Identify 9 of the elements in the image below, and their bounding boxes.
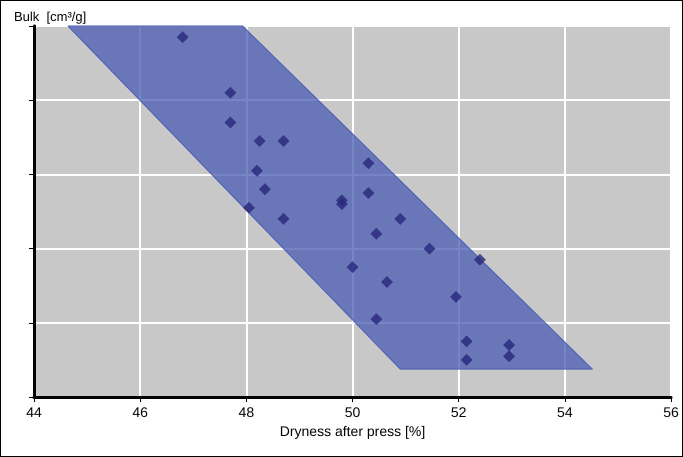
x-axis-title: Dryness after press [%] (280, 422, 426, 439)
y-axis-title: Bulk [cm³/g] (14, 9, 86, 24)
x-tick-label: 46 (132, 404, 148, 420)
x-tick-label: 52 (450, 404, 467, 420)
x-tick-label: 50 (344, 404, 360, 420)
x-tick-label: 44 (26, 404, 42, 420)
x-tick-label: 54 (557, 404, 573, 420)
x-tick-label: 56 (663, 404, 679, 420)
x-tick-label: 48 (238, 404, 254, 420)
